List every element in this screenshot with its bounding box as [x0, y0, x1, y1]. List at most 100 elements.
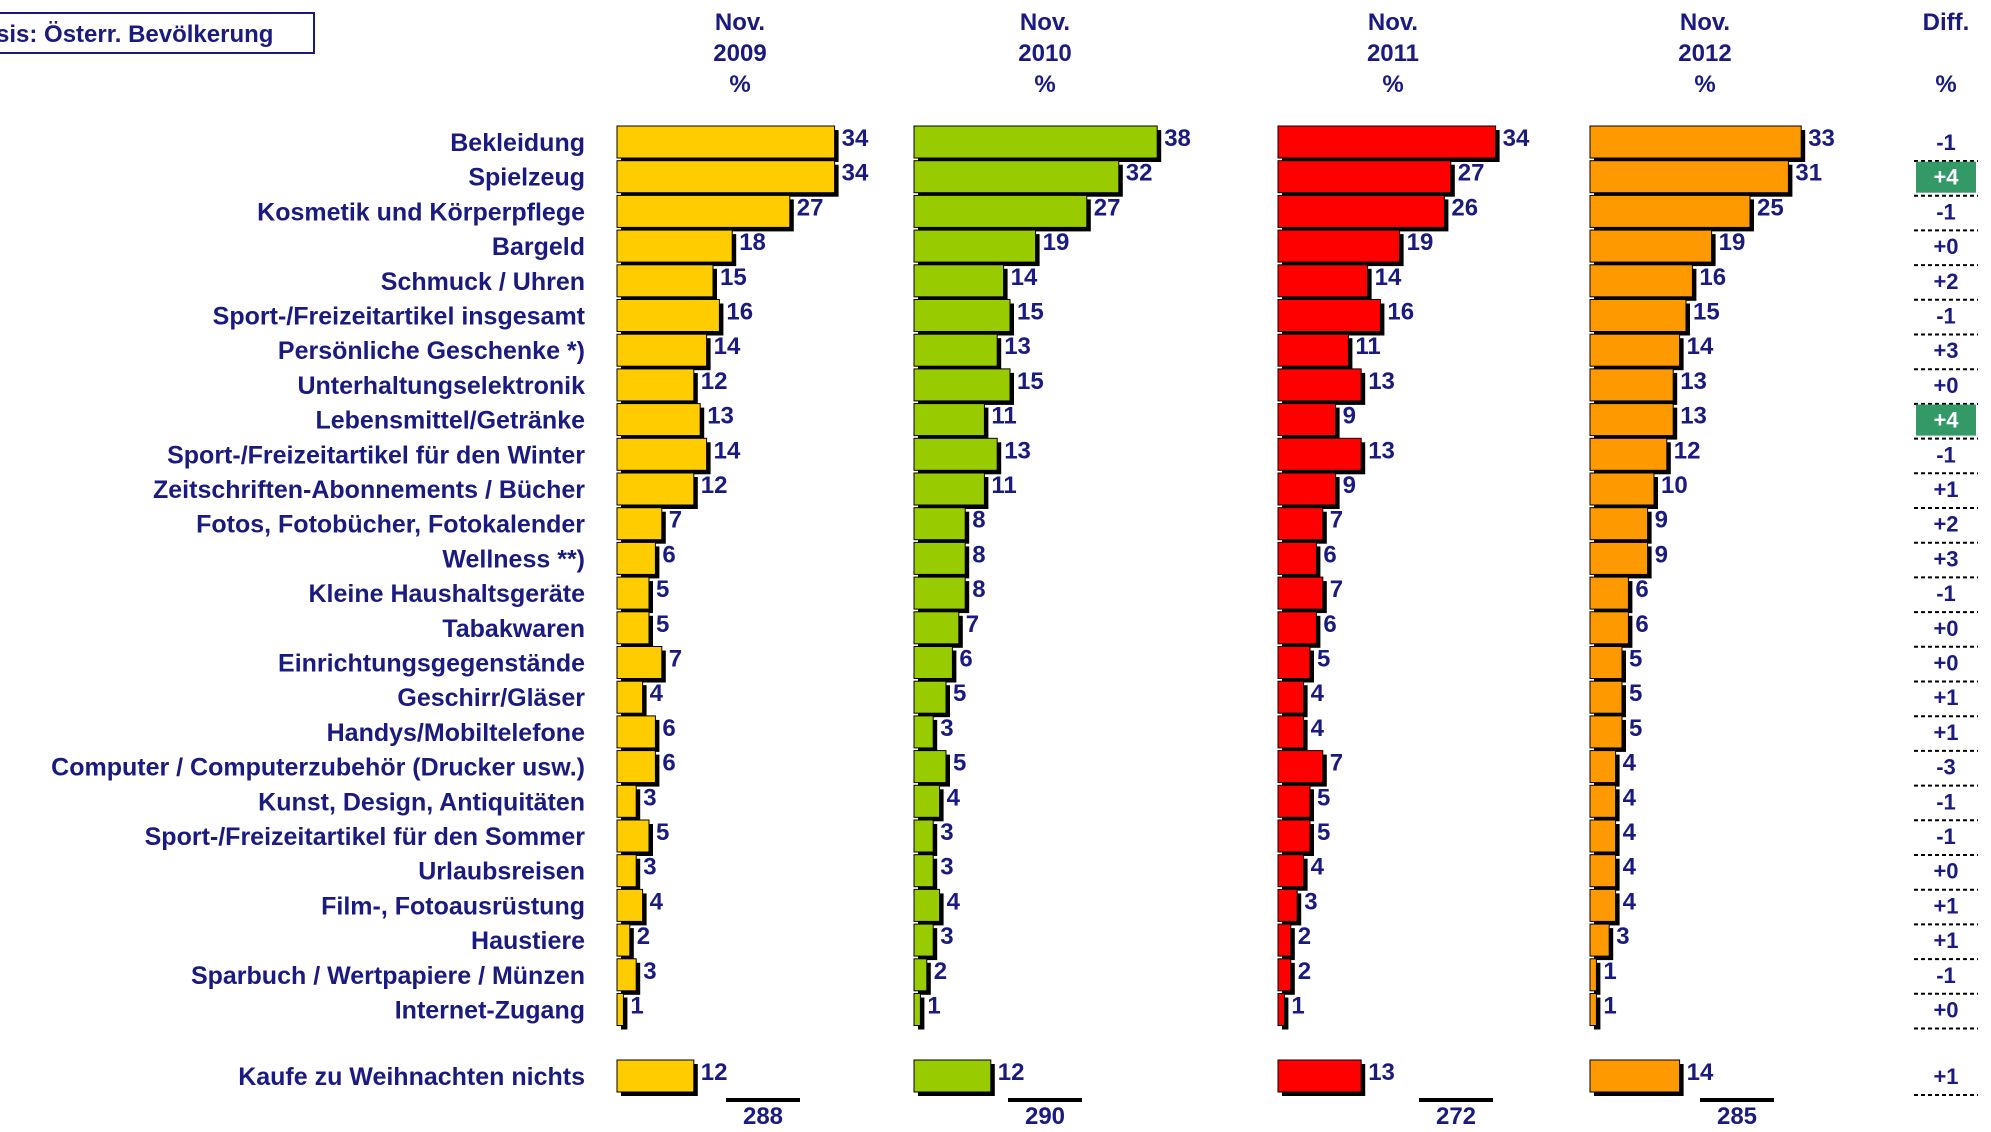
bar-3-2 — [1277, 194, 1445, 228]
bar-3-6 — [1277, 333, 1349, 367]
column-header-2-line1: Nov. — [1020, 9, 1070, 36]
column-header-2-line2: 2010 — [1018, 40, 1071, 67]
bar-4-16 — [1589, 680, 1623, 714]
value-label: 12 — [701, 1059, 728, 1086]
diff-value: -1 — [1936, 581, 1956, 606]
bar-2-extra — [913, 1059, 992, 1093]
value-label: 2 — [934, 958, 947, 985]
bar-2-18 — [913, 750, 947, 784]
bar-3-1 — [1277, 160, 1452, 194]
value-label: 14 — [714, 437, 741, 464]
value-label: 6 — [1323, 541, 1336, 568]
bar-1-6 — [616, 333, 708, 367]
value-label: 13 — [707, 403, 734, 430]
bar-3-3 — [1277, 229, 1401, 263]
bar-1-19 — [616, 784, 637, 818]
bar-2-11 — [913, 507, 966, 541]
bar-4-2 — [1589, 194, 1751, 228]
bar-2-2 — [913, 194, 1088, 228]
bar-3-5 — [1277, 299, 1381, 332]
category-label: Unterhaltungselektronik — [297, 372, 585, 400]
column-header-3-line1: Nov. — [1368, 9, 1418, 36]
diff-value: +3 — [1933, 546, 1958, 571]
bar-2-0 — [913, 125, 1158, 159]
value-label: 12 — [701, 472, 728, 499]
value-label: 13 — [1368, 437, 1395, 464]
bar-4-25 — [1589, 993, 1597, 1026]
value-label: 5 — [1629, 680, 1642, 707]
value-label: 3 — [940, 715, 953, 742]
value-label: 19 — [1407, 229, 1434, 256]
value-label: 5 — [656, 819, 669, 846]
bar-1-2 — [616, 194, 791, 228]
bar-3-25 — [1277, 993, 1285, 1026]
bar-4-7 — [1589, 368, 1674, 402]
bar-4-15 — [1589, 646, 1623, 679]
bar-3-8 — [1277, 403, 1337, 437]
bar-3-16 — [1277, 680, 1305, 714]
value-label: 7 — [1330, 507, 1343, 534]
bar-1-18 — [616, 750, 656, 784]
value-label: 4 — [650, 680, 664, 707]
value-label: 8 — [972, 541, 985, 568]
bar-1-14 — [616, 611, 650, 645]
bar-shadow — [1594, 962, 1601, 995]
diff-value: +3 — [1933, 338, 1958, 363]
value-label: 14 — [1011, 264, 1038, 291]
diff-column: -1 +4 -1 +0 +2 -1 +3 +0 +4 -1 +1 +2 +3 -1 +0 +0 +1 +1 -3 -1… — [1914, 130, 1978, 1096]
value-label: 8 — [972, 507, 985, 534]
value-label: 9 — [1343, 403, 1356, 430]
bar-4-4 — [1589, 264, 1693, 298]
bar-4-12 — [1589, 541, 1649, 575]
bar-4-0 — [1589, 125, 1802, 159]
value-label: 4 — [1623, 784, 1637, 811]
diff-header: Diff. — [1923, 9, 1970, 36]
value-label: 4 — [650, 888, 664, 915]
bar-4-6 — [1589, 333, 1681, 367]
bar-3-14 — [1277, 611, 1317, 645]
diff-value: -1 — [1936, 824, 1956, 849]
value-label: 6 — [662, 541, 675, 568]
value-label: 27 — [1094, 194, 1121, 221]
bar-3-17 — [1277, 715, 1305, 749]
bar-2-13 — [913, 576, 966, 610]
value-label: 33 — [1808, 125, 1835, 152]
bar-1-22 — [616, 888, 644, 922]
bar-1-13 — [616, 576, 650, 610]
diff-value: +0 — [1933, 651, 1958, 676]
bar-3-24 — [1277, 958, 1292, 992]
bar-1-15 — [616, 646, 663, 679]
diff-value: -1 — [1936, 304, 1956, 329]
bar-2-8 — [913, 403, 985, 437]
bar-1-24 — [616, 958, 637, 992]
category-label: Schmuck / Uhren — [381, 268, 585, 296]
diff-value: +1 — [1933, 1064, 1958, 1089]
value-label: 26 — [1451, 194, 1478, 221]
bar-3-12 — [1277, 541, 1317, 575]
category-label: Kosmetik und Körperpflege — [257, 198, 585, 226]
bar-2-22 — [913, 888, 941, 922]
value-label: 12 — [701, 368, 728, 395]
category-label: Lebensmittel/Getränke — [315, 407, 585, 435]
bar-1-5 — [616, 299, 720, 332]
bar-3-15 — [1277, 646, 1311, 679]
bar-1-17 — [616, 715, 656, 749]
value-label: 4 — [947, 888, 961, 915]
value-label: 38 — [1164, 125, 1191, 152]
value-label: 16 — [726, 299, 753, 326]
bar-4-5 — [1589, 299, 1687, 332]
total-value-4: 285 — [1717, 1103, 1757, 1130]
value-label: 4 — [1623, 854, 1637, 881]
bar-4-21 — [1589, 854, 1617, 888]
value-label: 4 — [1311, 715, 1325, 742]
diff-value: +2 — [1933, 512, 1958, 537]
bar-2-24 — [913, 958, 928, 992]
bar-shadow — [918, 997, 925, 1030]
bar-4-10 — [1589, 472, 1655, 506]
value-label: 3 — [643, 958, 656, 985]
bar-1-8 — [616, 403, 701, 437]
category-label: Haustiere — [471, 927, 585, 955]
category-label: Geschirr/Gläser — [397, 684, 585, 712]
bar-1-4 — [616, 264, 714, 298]
category-label: Sport-/Freizeitartikel für den Winter — [167, 441, 585, 469]
